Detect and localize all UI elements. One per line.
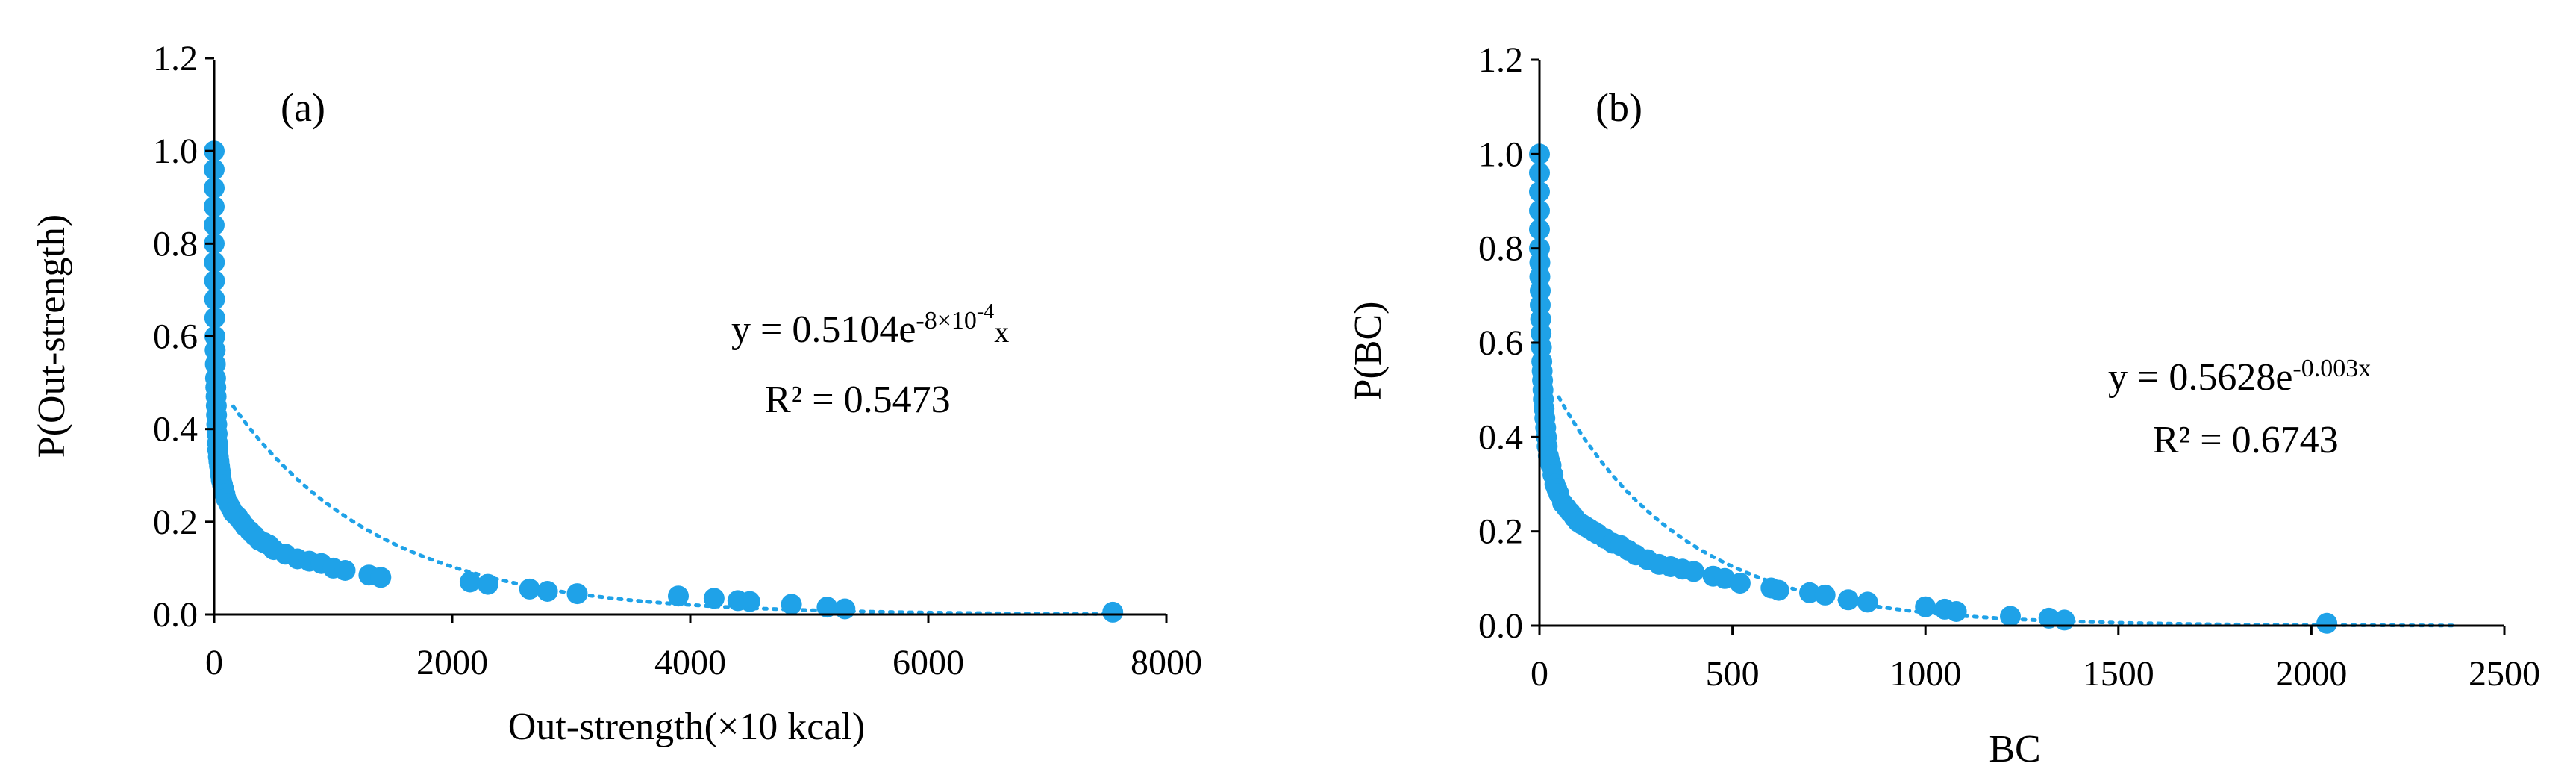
equation-a: y = 0.5104e-8×10-4x	[731, 300, 1009, 351]
data-points-b	[1529, 143, 2338, 634]
y-tick-label: 0.4	[153, 410, 198, 449]
data-point	[1683, 561, 1704, 582]
x-tick-label: 2500	[2469, 654, 2540, 694]
panel-label-a: (a)	[281, 85, 325, 130]
y-tick-label: 1.0	[153, 131, 198, 171]
y-axis-label-b: P(BC)	[1347, 302, 1389, 401]
y-tick-label: 0.6	[153, 317, 198, 357]
equation-b-base: y = 0.5628e	[2108, 356, 2292, 399]
equation-a-suffix: x	[994, 315, 1009, 349]
equation-b: y = 0.5628e-0.003x	[2108, 355, 2371, 399]
y-ticks-a: 0.0 0.2 0.4 0.6 0.8 1.0 1.2	[153, 39, 214, 635]
chart-panel-a: 0.00.20.40.60.81.01.2 0 2000 4000 6000 8000 …	[31, 39, 1202, 748]
data-point	[781, 594, 802, 615]
y-tick-label: 0.2	[1478, 512, 1523, 552]
x-tick-label: 1500	[2083, 654, 2154, 694]
data-point	[519, 578, 540, 600]
equation-a-exponent: -8×10	[916, 307, 977, 335]
data-point	[2316, 612, 2338, 634]
x-tick-label: 0	[1531, 654, 1548, 694]
x-tick-label: 6000	[892, 643, 964, 682]
x-axis-label-a: Out-strength(×10 kcal)	[508, 706, 865, 748]
data-point	[2038, 607, 2060, 629]
y-tick-label: 1.0	[1478, 134, 1523, 174]
data-point	[816, 597, 838, 618]
data-point	[334, 560, 356, 581]
r-squared-a: R² = 0.5473	[765, 379, 951, 421]
x-tick-label: 2000	[416, 643, 488, 682]
data-point	[1799, 582, 1820, 603]
equation-b-exponent: -0.003x	[2292, 355, 2371, 382]
data-point	[2000, 606, 2021, 627]
y-tick-label: 0.2	[153, 502, 198, 542]
y-tick-label: 0.8	[153, 224, 198, 264]
data-point	[668, 585, 689, 607]
y-ticks-b: 0.0 0.2 0.4 0.6 0.8 1.0 1.2	[1478, 40, 1539, 646]
data-point	[1814, 584, 1836, 606]
panel-label-b: (b)	[1595, 85, 1642, 130]
data-point	[703, 588, 725, 609]
data-point	[1837, 589, 1859, 611]
y-axis-label-a: P(Out-strength)	[31, 214, 73, 458]
x-tick-label: 500	[1706, 654, 1760, 694]
y-tick-label: 0.0	[153, 595, 198, 635]
y-tick-label: 0.8	[1478, 229, 1523, 269]
chart-panel-b: 0.0 0.2 0.4 0.6 0.8 1.0 1.2 0 500 1000 1500 2000 25…	[1347, 40, 2540, 771]
data-point	[834, 598, 856, 620]
x-tick-label: 0	[205, 643, 223, 682]
x-tick-label: 4000	[654, 643, 726, 682]
equation-a-base: y = 0.5104e	[731, 308, 916, 351]
data-point	[739, 591, 760, 612]
x-tick-label: 1000	[1889, 654, 1961, 694]
y-tick-label: 1.2	[1478, 40, 1523, 80]
data-point	[1768, 579, 1789, 601]
data-point	[1945, 601, 1967, 622]
y-tick-label: 0.6	[1478, 323, 1523, 363]
y-tick-label: 1.2	[153, 39, 198, 78]
data-point	[1857, 591, 1878, 613]
data-point	[537, 581, 558, 602]
equation-a-exponent-power: -4	[977, 300, 994, 323]
data-point	[1915, 596, 1936, 617]
x-tick-label: 2000	[2275, 654, 2347, 694]
data-point	[2054, 609, 2075, 631]
data-point	[1729, 573, 1751, 594]
data-point	[370, 567, 392, 588]
x-ticks-b: 0 500 1000 1500 2000 2500	[1531, 626, 2540, 694]
r-squared-b: R² = 0.6743	[2153, 419, 2339, 461]
data-point	[477, 573, 498, 595]
data-points-a	[204, 140, 1124, 623]
x-axis-label-b: BC	[1989, 728, 2040, 771]
data-point	[1102, 601, 1124, 623]
data-point	[566, 583, 588, 605]
data-point	[459, 571, 481, 593]
x-tick-label: 8000	[1131, 643, 1202, 682]
y-tick-label: 0.4	[1478, 417, 1523, 457]
x-ticks-a: 0 2000 4000 6000 8000	[205, 614, 1202, 682]
y-tick-label: 0.0	[1478, 606, 1523, 646]
